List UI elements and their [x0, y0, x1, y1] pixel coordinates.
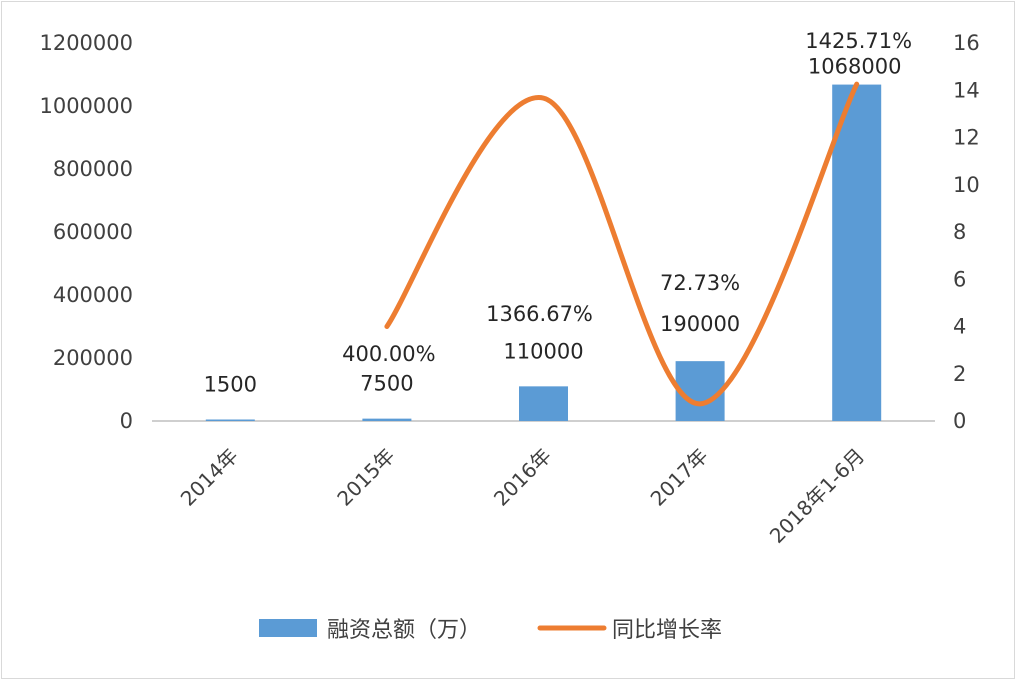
- legend-line-label: 同比增长率: [612, 618, 722, 643]
- legend-bar-label: 融资总额（万）: [327, 618, 481, 643]
- y-right-tick-label: 10: [953, 173, 980, 197]
- y-right-tick-label: 2: [953, 362, 966, 386]
- y-left-tick-label: 1200000: [39, 31, 133, 55]
- bar-data-label: 1068000: [808, 55, 902, 79]
- y-right-tick-label: 0: [953, 409, 966, 433]
- bar: [675, 361, 725, 421]
- line-data-label: 72.73%: [660, 271, 740, 295]
- bar: [832, 84, 882, 421]
- bar-data-label: 190000: [660, 312, 740, 336]
- y-left-tick-label: 600000: [53, 220, 133, 244]
- bar: [205, 419, 255, 421]
- y-left-tick-label: 0: [120, 409, 133, 433]
- y-right-tick-label: 6: [953, 267, 966, 291]
- bar-data-label: 1500: [204, 373, 257, 397]
- y-right-tick-label: 4: [953, 315, 966, 339]
- y-right-tick-label: 12: [953, 126, 980, 150]
- y-right-tick-label: 16: [953, 31, 980, 55]
- line-data-label: 400.00%: [342, 342, 435, 366]
- y-right-tick-label: 14: [953, 78, 980, 102]
- line-data-label: 1425.71%: [805, 29, 912, 53]
- y-left-tick-label: 1000000: [39, 94, 133, 118]
- growth-rate-line: [384, 81, 860, 407]
- bar-data-label: 7500: [360, 372, 413, 396]
- y-left-tick-label: 200000: [53, 346, 133, 370]
- bar-data-label: 110000: [503, 339, 583, 363]
- bar: [519, 386, 568, 421]
- legend-bar-swatch: [259, 619, 317, 637]
- line-data-label: 1366.67%: [486, 302, 593, 326]
- y-left-tick-label: 400000: [53, 283, 133, 307]
- y-right-tick-label: 8: [953, 220, 966, 244]
- y-left-tick-label: 800000: [53, 157, 133, 181]
- bar: [362, 418, 412, 421]
